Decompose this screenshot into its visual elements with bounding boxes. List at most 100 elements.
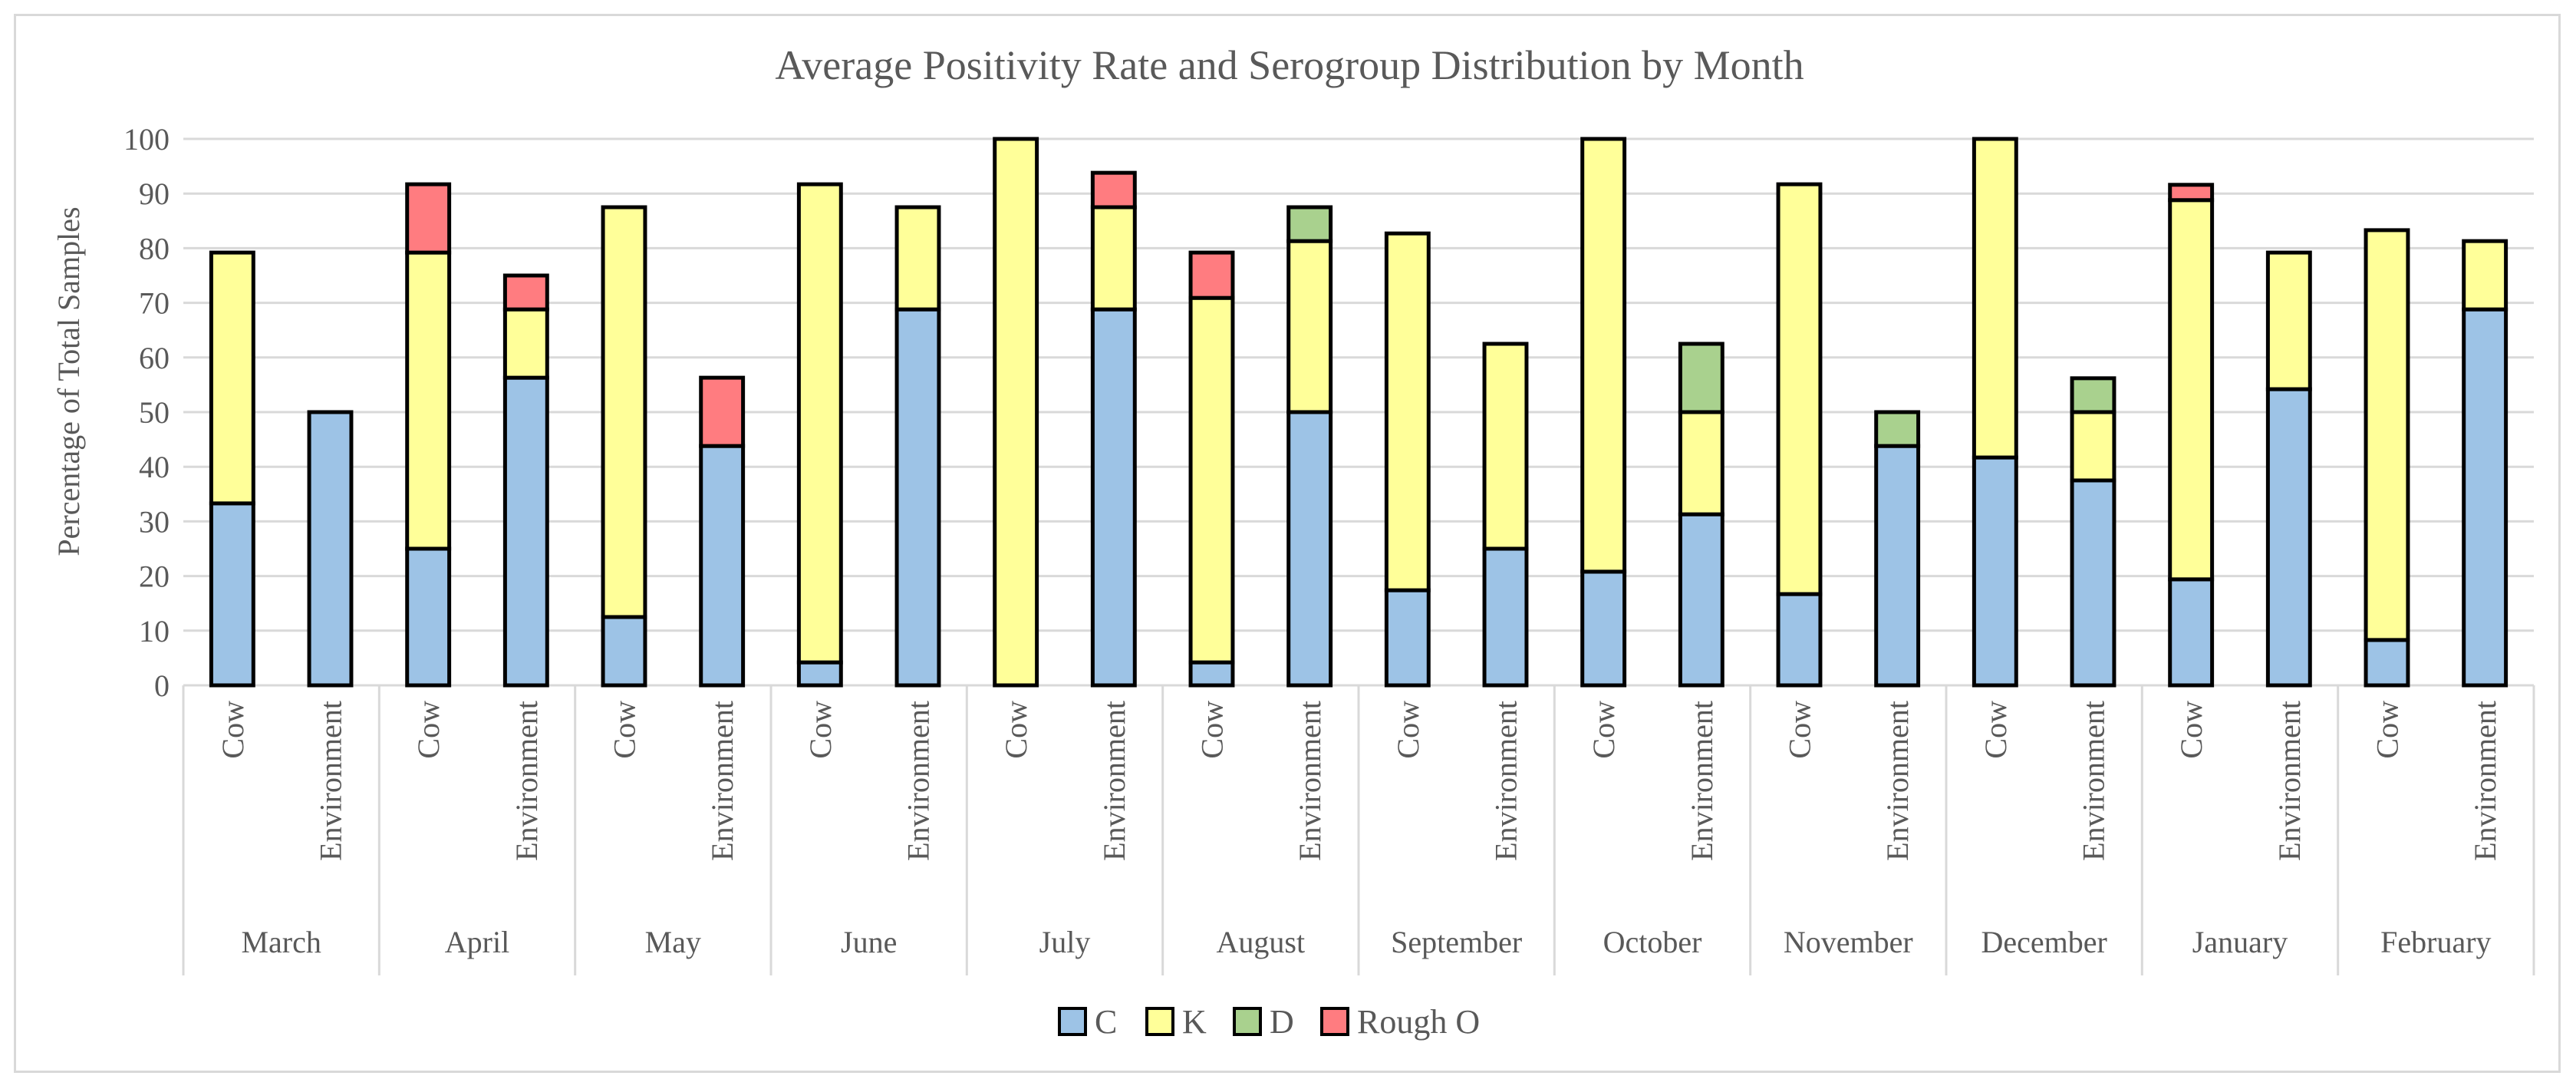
bar-segment-rough-o bbox=[1090, 170, 1137, 210]
bar-segment-k bbox=[2265, 250, 2312, 391]
bars bbox=[209, 137, 2508, 688]
bar-segment-c bbox=[1286, 410, 1333, 688]
bar-segment-k bbox=[1580, 137, 1627, 574]
legend-label: K bbox=[1182, 1003, 1207, 1041]
x-subcategory-label: Cow bbox=[2370, 701, 2405, 759]
legend-item: K bbox=[1145, 1003, 1207, 1041]
y-tick-label: 0 bbox=[154, 668, 170, 703]
x-month-label: March bbox=[241, 925, 321, 959]
bar-segment-c bbox=[601, 615, 647, 688]
bar-segment-k bbox=[502, 307, 549, 380]
bar-segment-c bbox=[2168, 577, 2215, 688]
x-subcategory-label: Environment bbox=[2468, 701, 2502, 861]
bar-segment-d bbox=[1286, 205, 1333, 243]
x-subcategory-label: Cow bbox=[999, 701, 1033, 759]
x-subcategory-label: Environment bbox=[1489, 701, 1524, 861]
legend-swatch bbox=[1058, 1007, 1087, 1036]
y-tick-label: 40 bbox=[139, 450, 170, 484]
x-month-label: August bbox=[1217, 925, 1306, 959]
bar-segment-c bbox=[1188, 660, 1235, 688]
bar-segment-d bbox=[2070, 376, 2116, 414]
bar-segment-k bbox=[2364, 228, 2410, 642]
x-subcategory-label: Cow bbox=[608, 701, 642, 759]
bar-segment-rough-o bbox=[2168, 183, 2215, 203]
x-subcategory-label: Environment bbox=[1880, 701, 1915, 861]
bar-segment-k bbox=[1482, 342, 1529, 551]
legend-item: C bbox=[1058, 1003, 1117, 1041]
x-month-label: October bbox=[1603, 925, 1702, 959]
legend-label: C bbox=[1095, 1003, 1117, 1041]
y-tick-label: 50 bbox=[139, 395, 170, 430]
y-tick-label: 10 bbox=[139, 614, 170, 648]
legend-item: Rough O bbox=[1320, 1003, 1480, 1041]
bar-segment-c bbox=[2462, 307, 2508, 688]
x-month-label: June bbox=[841, 925, 897, 959]
chart-title: Average Positivity Rate and Serogroup Di… bbox=[775, 42, 1804, 88]
bar-segment-c bbox=[1874, 444, 1921, 688]
x-subcategory-label: Environment bbox=[705, 701, 740, 861]
x-subcategory-label: Environment bbox=[1685, 701, 1719, 861]
bar-segment-k bbox=[1188, 295, 1235, 665]
bar-segment-k bbox=[1384, 231, 1431, 592]
x-subcategory-label: Environment bbox=[509, 701, 544, 861]
bar-segment-d bbox=[1874, 410, 1921, 448]
legend: C K D Rough O bbox=[1058, 1003, 1480, 1041]
x-month-label: May bbox=[645, 925, 701, 959]
bar-segment-k bbox=[1090, 205, 1137, 312]
x-month-label: July bbox=[1039, 925, 1091, 959]
x-subcategory-label: Cow bbox=[1783, 701, 1817, 759]
bar-segment-d bbox=[1678, 342, 1724, 414]
y-axis-label: Percentage of Total Samples bbox=[51, 206, 86, 556]
x-subcategory-label: Environment bbox=[314, 701, 348, 861]
x-month-label: April bbox=[445, 925, 509, 959]
x-month-label: January bbox=[2192, 925, 2288, 959]
y-tick-label: 100 bbox=[124, 122, 170, 157]
bar-segment-c bbox=[1090, 307, 1137, 688]
bar-segment-c bbox=[2265, 387, 2312, 688]
legend-label: D bbox=[1270, 1003, 1294, 1041]
x-subcategory-label: Cow bbox=[1195, 701, 1230, 759]
x-subcategory-label: Environment bbox=[2077, 701, 2111, 861]
bar-segment-c bbox=[1972, 455, 2018, 688]
x-subcategory-label: Environment bbox=[1097, 701, 1132, 861]
x-subcategory-label: Environment bbox=[901, 701, 936, 861]
bar-segment-k bbox=[1286, 239, 1333, 414]
legend-item: D bbox=[1233, 1003, 1294, 1041]
bar-segment-rough-o bbox=[699, 375, 746, 448]
y-tick-label: 90 bbox=[139, 177, 170, 211]
bar-segment-c bbox=[1678, 512, 1724, 688]
chart-frame: Average Positivity Rate and Serogroup Di… bbox=[14, 14, 2561, 1073]
bar-segment-c bbox=[796, 660, 843, 688]
bar-segment-c bbox=[2364, 638, 2410, 688]
bar-segment-k bbox=[601, 205, 647, 619]
gridlines bbox=[183, 137, 2534, 687]
x-month-label: November bbox=[1784, 925, 1913, 959]
x-month-label: December bbox=[1981, 925, 2107, 959]
x-subcategory-label: Cow bbox=[803, 701, 838, 759]
bar-segment-k bbox=[993, 137, 1039, 688]
bar-segment-k bbox=[209, 250, 255, 506]
bar-segment-k bbox=[2070, 410, 2116, 483]
bar-segment-rough-o bbox=[1188, 250, 1235, 300]
bar-segment-c bbox=[307, 410, 354, 688]
bar-segment-rough-o bbox=[502, 273, 549, 312]
legend-swatch bbox=[1145, 1007, 1174, 1036]
bar-segment-k bbox=[1972, 137, 2018, 460]
x-subcategory-label: Cow bbox=[1978, 701, 2013, 759]
x-subcategory-label: Cow bbox=[1391, 701, 1425, 759]
stacked-bar-chart: Average Positivity Rate and Serogroup Di… bbox=[51, 42, 2535, 1041]
y-tick-label: 80 bbox=[139, 231, 170, 266]
bar-segment-k bbox=[1678, 410, 1724, 516]
bar-segment-c bbox=[1580, 569, 1627, 688]
bar-segment-c bbox=[894, 307, 941, 688]
bar-segment-c bbox=[502, 375, 549, 688]
bar-segment-c bbox=[405, 546, 452, 688]
x-subcategory-label: Environment bbox=[1293, 701, 1327, 861]
bar-segment-c bbox=[209, 501, 255, 688]
x-subcategory-label: Cow bbox=[1586, 701, 1621, 759]
x-month-label: September bbox=[1391, 925, 1522, 959]
y-tick-label: 30 bbox=[139, 504, 170, 539]
x-subcategory-label: Cow bbox=[216, 701, 250, 759]
y-tick-label: 20 bbox=[139, 559, 170, 594]
y-tick-label: 70 bbox=[139, 286, 170, 321]
